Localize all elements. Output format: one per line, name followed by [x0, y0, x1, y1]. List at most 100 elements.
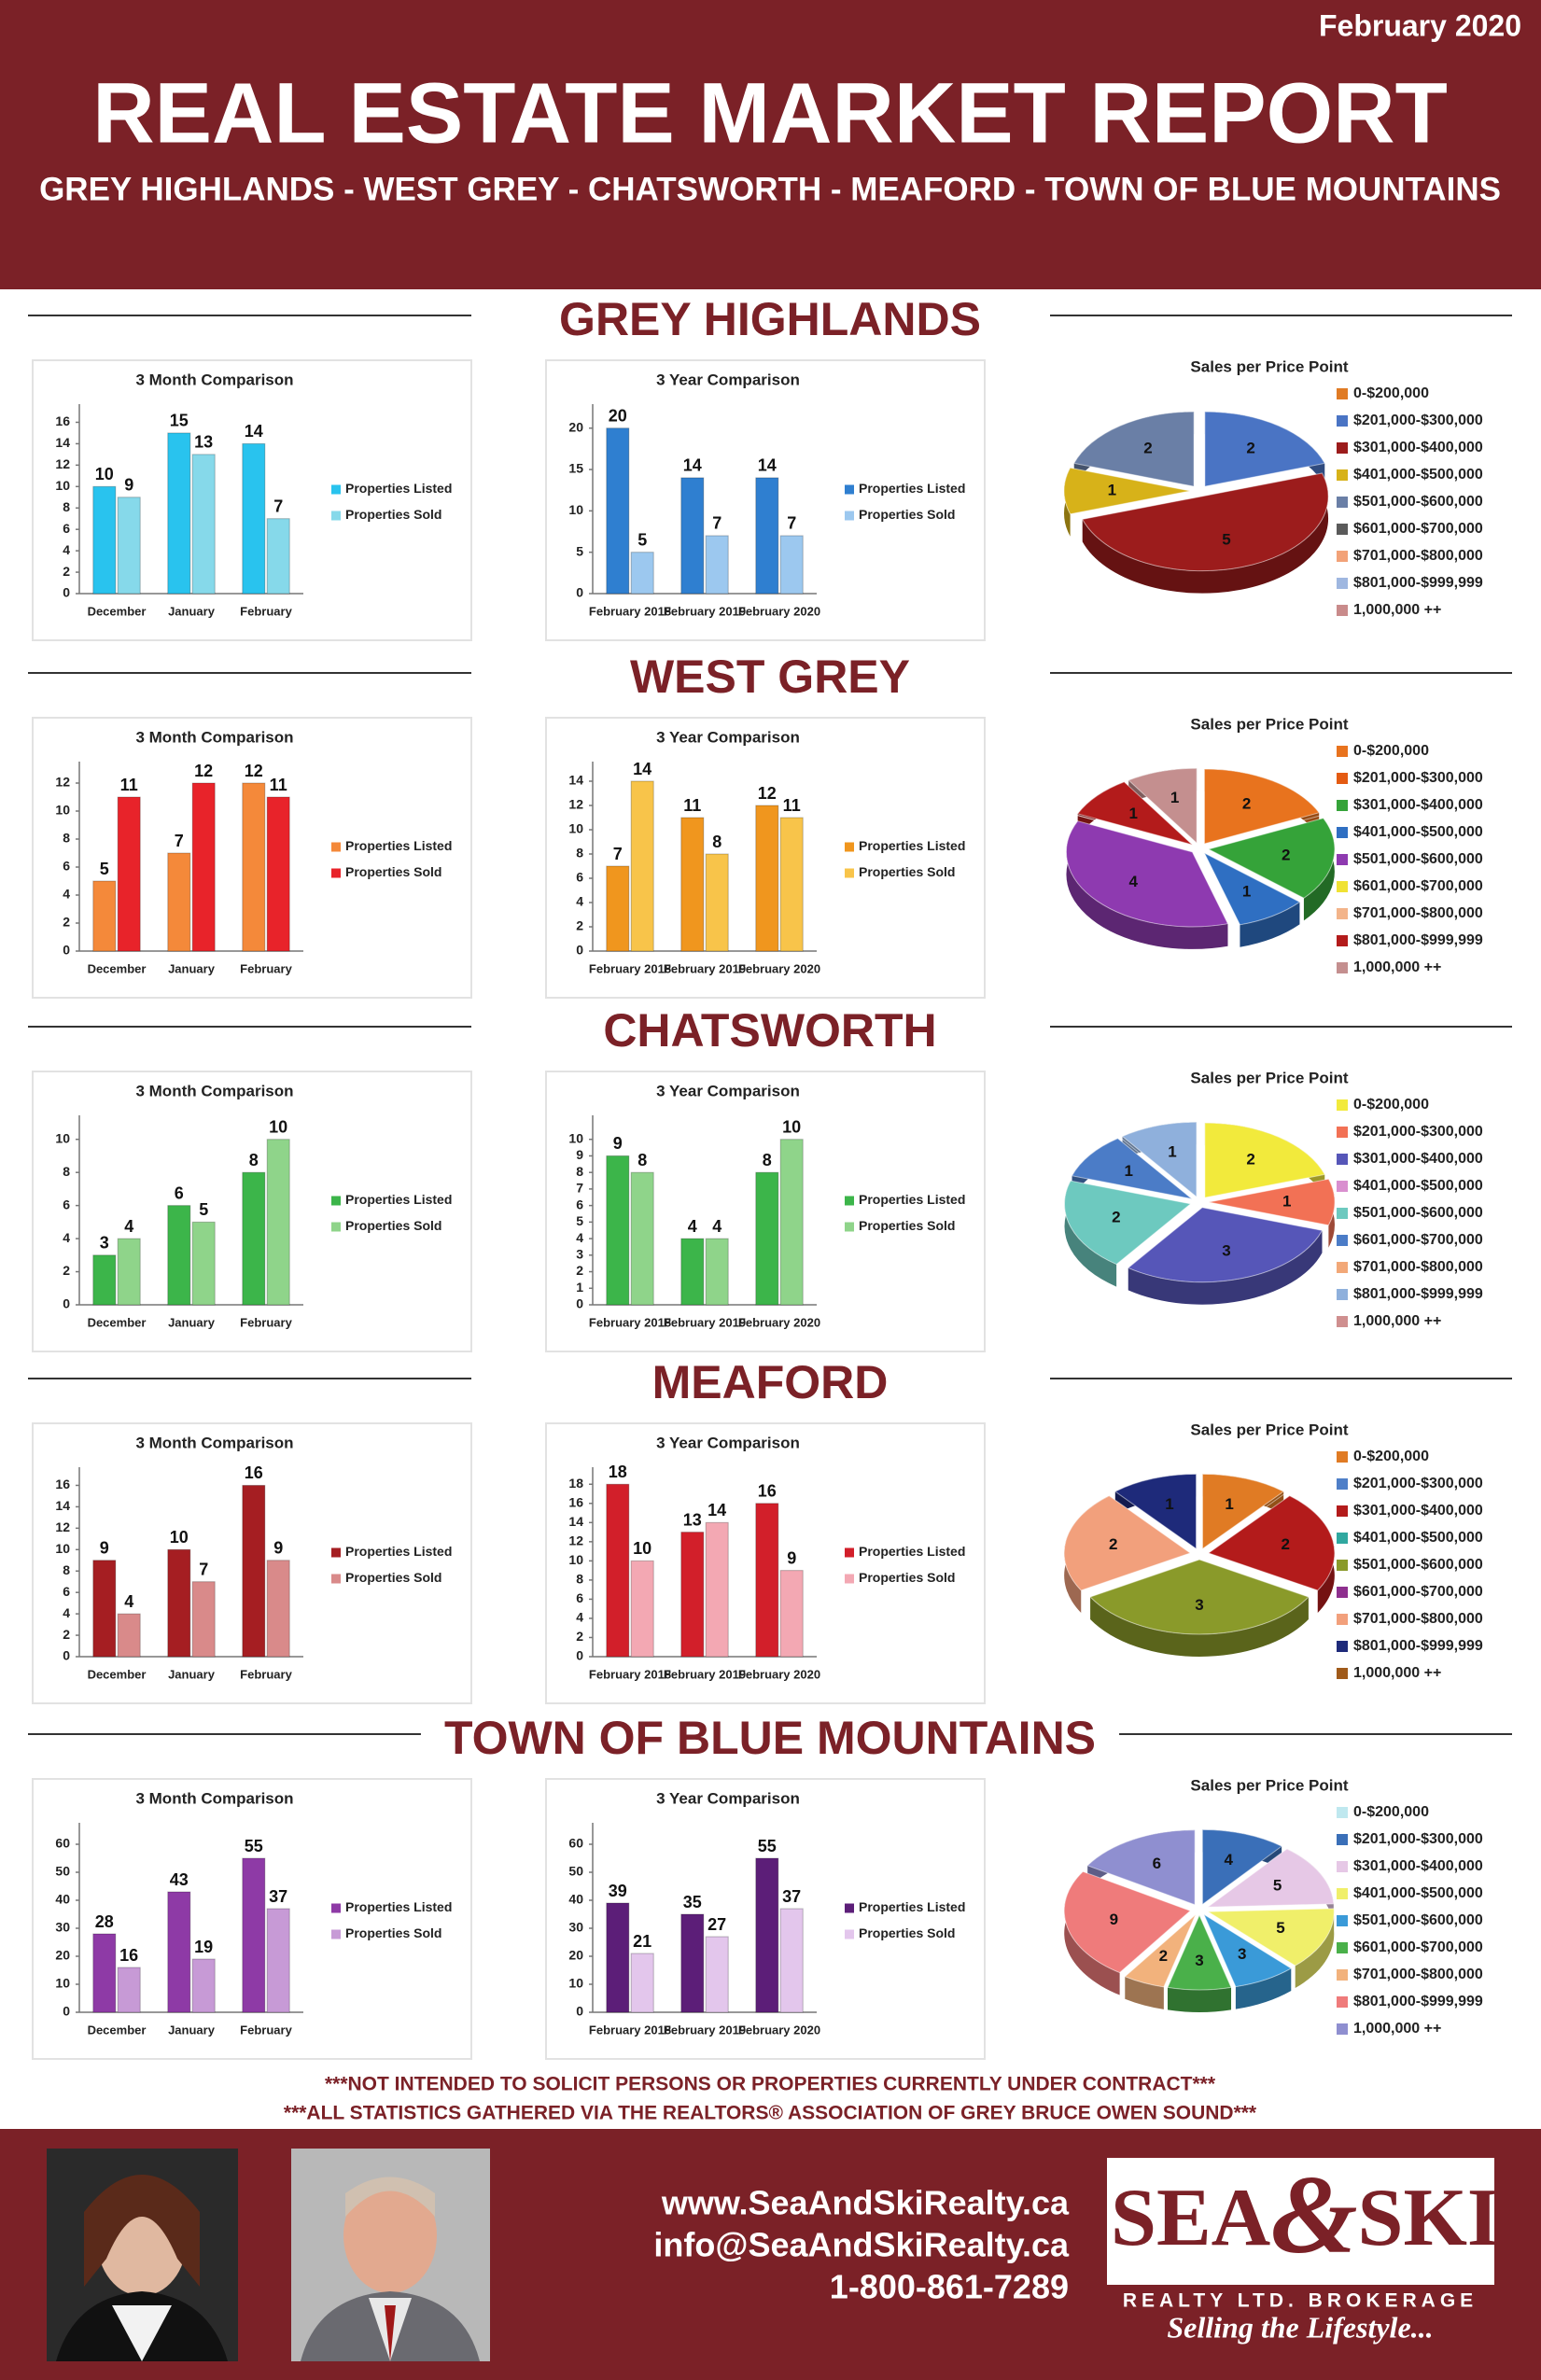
y-tick-label: 5 — [576, 1213, 583, 1228]
pie-slice — [1206, 1848, 1335, 1908]
legend-label: $501,000-$600,000 — [1353, 494, 1483, 510]
pie-data-label: 3 — [1195, 1596, 1203, 1614]
bar — [266, 796, 290, 952]
legend-swatch — [1337, 1861, 1348, 1872]
legend-label: $601,000-$700,000 — [1353, 878, 1483, 894]
x-tick-label: February 2019 — [664, 961, 746, 975]
y-tick-label: 6 — [576, 1197, 583, 1211]
data-label: 21 — [633, 1932, 651, 1951]
bar — [630, 780, 654, 952]
section-title: GREY HIGHLANDS — [559, 293, 981, 345]
legend-swatch — [331, 1903, 341, 1913]
legend-swatch — [331, 842, 341, 852]
legend-label: $701,000-$800,000 — [1353, 905, 1483, 921]
chart-title: 3 Month Comparison — [135, 728, 293, 746]
x-tick-label: December — [88, 2023, 147, 2037]
legend-label: $601,000-$700,000 — [1353, 521, 1483, 537]
legend-label: $801,000-$999,999 — [1353, 1638, 1483, 1654]
x-tick-label: February 2019 — [664, 1667, 746, 1681]
y-tick-label: 10 — [568, 1976, 583, 1991]
data-label: 55 — [758, 1837, 777, 1855]
x-tick-label: January — [168, 961, 216, 975]
pie-data-label: 6 — [1153, 1855, 1161, 1872]
legend-label: $201,000-$300,000 — [1353, 1124, 1483, 1140]
legend-swatch — [1337, 469, 1348, 481]
pie-data-label: 2 — [1242, 795, 1251, 813]
legend-swatch — [845, 1929, 854, 1939]
bar — [117, 1967, 141, 2013]
legend-swatch — [1337, 1587, 1348, 1598]
pie-data-label: 1 — [1165, 1495, 1173, 1513]
legend-swatch — [1337, 1316, 1348, 1327]
y-tick-label: 0 — [63, 2004, 70, 2019]
logo-brokerage: REALTY LTD. BROKERAGE — [1123, 2290, 1478, 2312]
pie-slice-side — [1090, 1597, 1309, 1657]
x-tick-label: December — [88, 604, 147, 618]
bar — [779, 1139, 804, 1306]
legend-swatch — [1337, 827, 1348, 838]
y-tick-label: 12 — [55, 1519, 70, 1534]
y-tick-label: 3 — [576, 1247, 583, 1262]
data-label: 8 — [637, 1151, 647, 1169]
data-label: 10 — [782, 1117, 801, 1136]
bar — [630, 1953, 654, 2013]
legend-label: $601,000-$700,000 — [1353, 1584, 1483, 1600]
bar — [680, 477, 705, 595]
pie-slice — [1114, 1473, 1198, 1550]
legend-swatch — [1337, 524, 1348, 535]
bar — [630, 552, 654, 595]
pie-slice — [1063, 1495, 1192, 1591]
x-tick-label: February 2019 — [664, 604, 746, 618]
legend-label: Properties Listed — [345, 1544, 452, 1559]
pie-data-label: 5 — [1276, 1919, 1284, 1937]
chart-title: Sales per Price Point — [1190, 715, 1348, 733]
pie-data-label: 1 — [1170, 789, 1179, 806]
bar — [606, 427, 630, 595]
data-label: 14 — [758, 456, 777, 475]
y-tick-label: 14 — [568, 773, 583, 788]
website[interactable]: www.SeaAndSkiRealty.ca — [661, 2184, 1070, 2222]
legend-label: $601,000-$700,000 — [1353, 1939, 1483, 1955]
pie-data-label: 3 — [1238, 1945, 1246, 1963]
chart-title: Sales per Price Point — [1190, 1421, 1348, 1438]
data-label: 12 — [245, 762, 263, 780]
y-tick-label: 7 — [576, 1181, 583, 1196]
legend-label: 0-$200,000 — [1353, 743, 1429, 759]
legend-swatch — [1337, 1915, 1348, 1926]
data-label: 11 — [270, 776, 287, 794]
data-label: 3 — [100, 1234, 109, 1253]
data-label: 19 — [194, 1938, 213, 1956]
pie-slice-side — [1240, 902, 1300, 947]
header-band — [0, 0, 1541, 289]
pie-data-label: 5 — [1273, 1876, 1282, 1894]
x-tick-label: February 2018 — [589, 1315, 671, 1329]
y-tick-label: 14 — [568, 1514, 583, 1529]
phone[interactable]: 1-800-861-7289 — [830, 2268, 1069, 2306]
pie-slice — [1124, 1914, 1197, 1988]
legend-swatch — [1337, 605, 1348, 616]
y-tick-label: 16 — [55, 1477, 70, 1491]
pie-data-label: 2 — [1282, 846, 1290, 863]
x-tick-label: February — [240, 1667, 292, 1681]
pie-slice — [1205, 1491, 1287, 1550]
y-tick-label: 40 — [568, 1892, 583, 1907]
y-tick-label: 10 — [55, 1541, 70, 1556]
pie-data-label: 2 — [1282, 1535, 1290, 1553]
email[interactable]: info@SeaAndSkiRealty.ca — [653, 2226, 1070, 2264]
pie-slice-side — [1066, 820, 1228, 949]
pie-slice-side — [1128, 1230, 1323, 1305]
x-tick-label: January — [168, 604, 216, 618]
y-tick-label: 4 — [576, 1610, 583, 1625]
bar — [242, 1857, 266, 2013]
data-label: 35 — [683, 1893, 702, 1911]
bar — [606, 1902, 630, 2013]
data-label: 13 — [683, 1510, 702, 1529]
data-label: 9 — [787, 1548, 796, 1567]
y-tick-label: 0 — [576, 2004, 583, 2019]
legend-label: Properties Sold — [859, 1570, 955, 1585]
y-tick-label: 0 — [63, 1648, 70, 1663]
chart-title: Sales per Price Point — [1190, 357, 1348, 375]
data-label: 7 — [199, 1560, 208, 1578]
legend-swatch — [331, 1196, 341, 1206]
x-tick-label: February 2019 — [664, 1315, 746, 1329]
